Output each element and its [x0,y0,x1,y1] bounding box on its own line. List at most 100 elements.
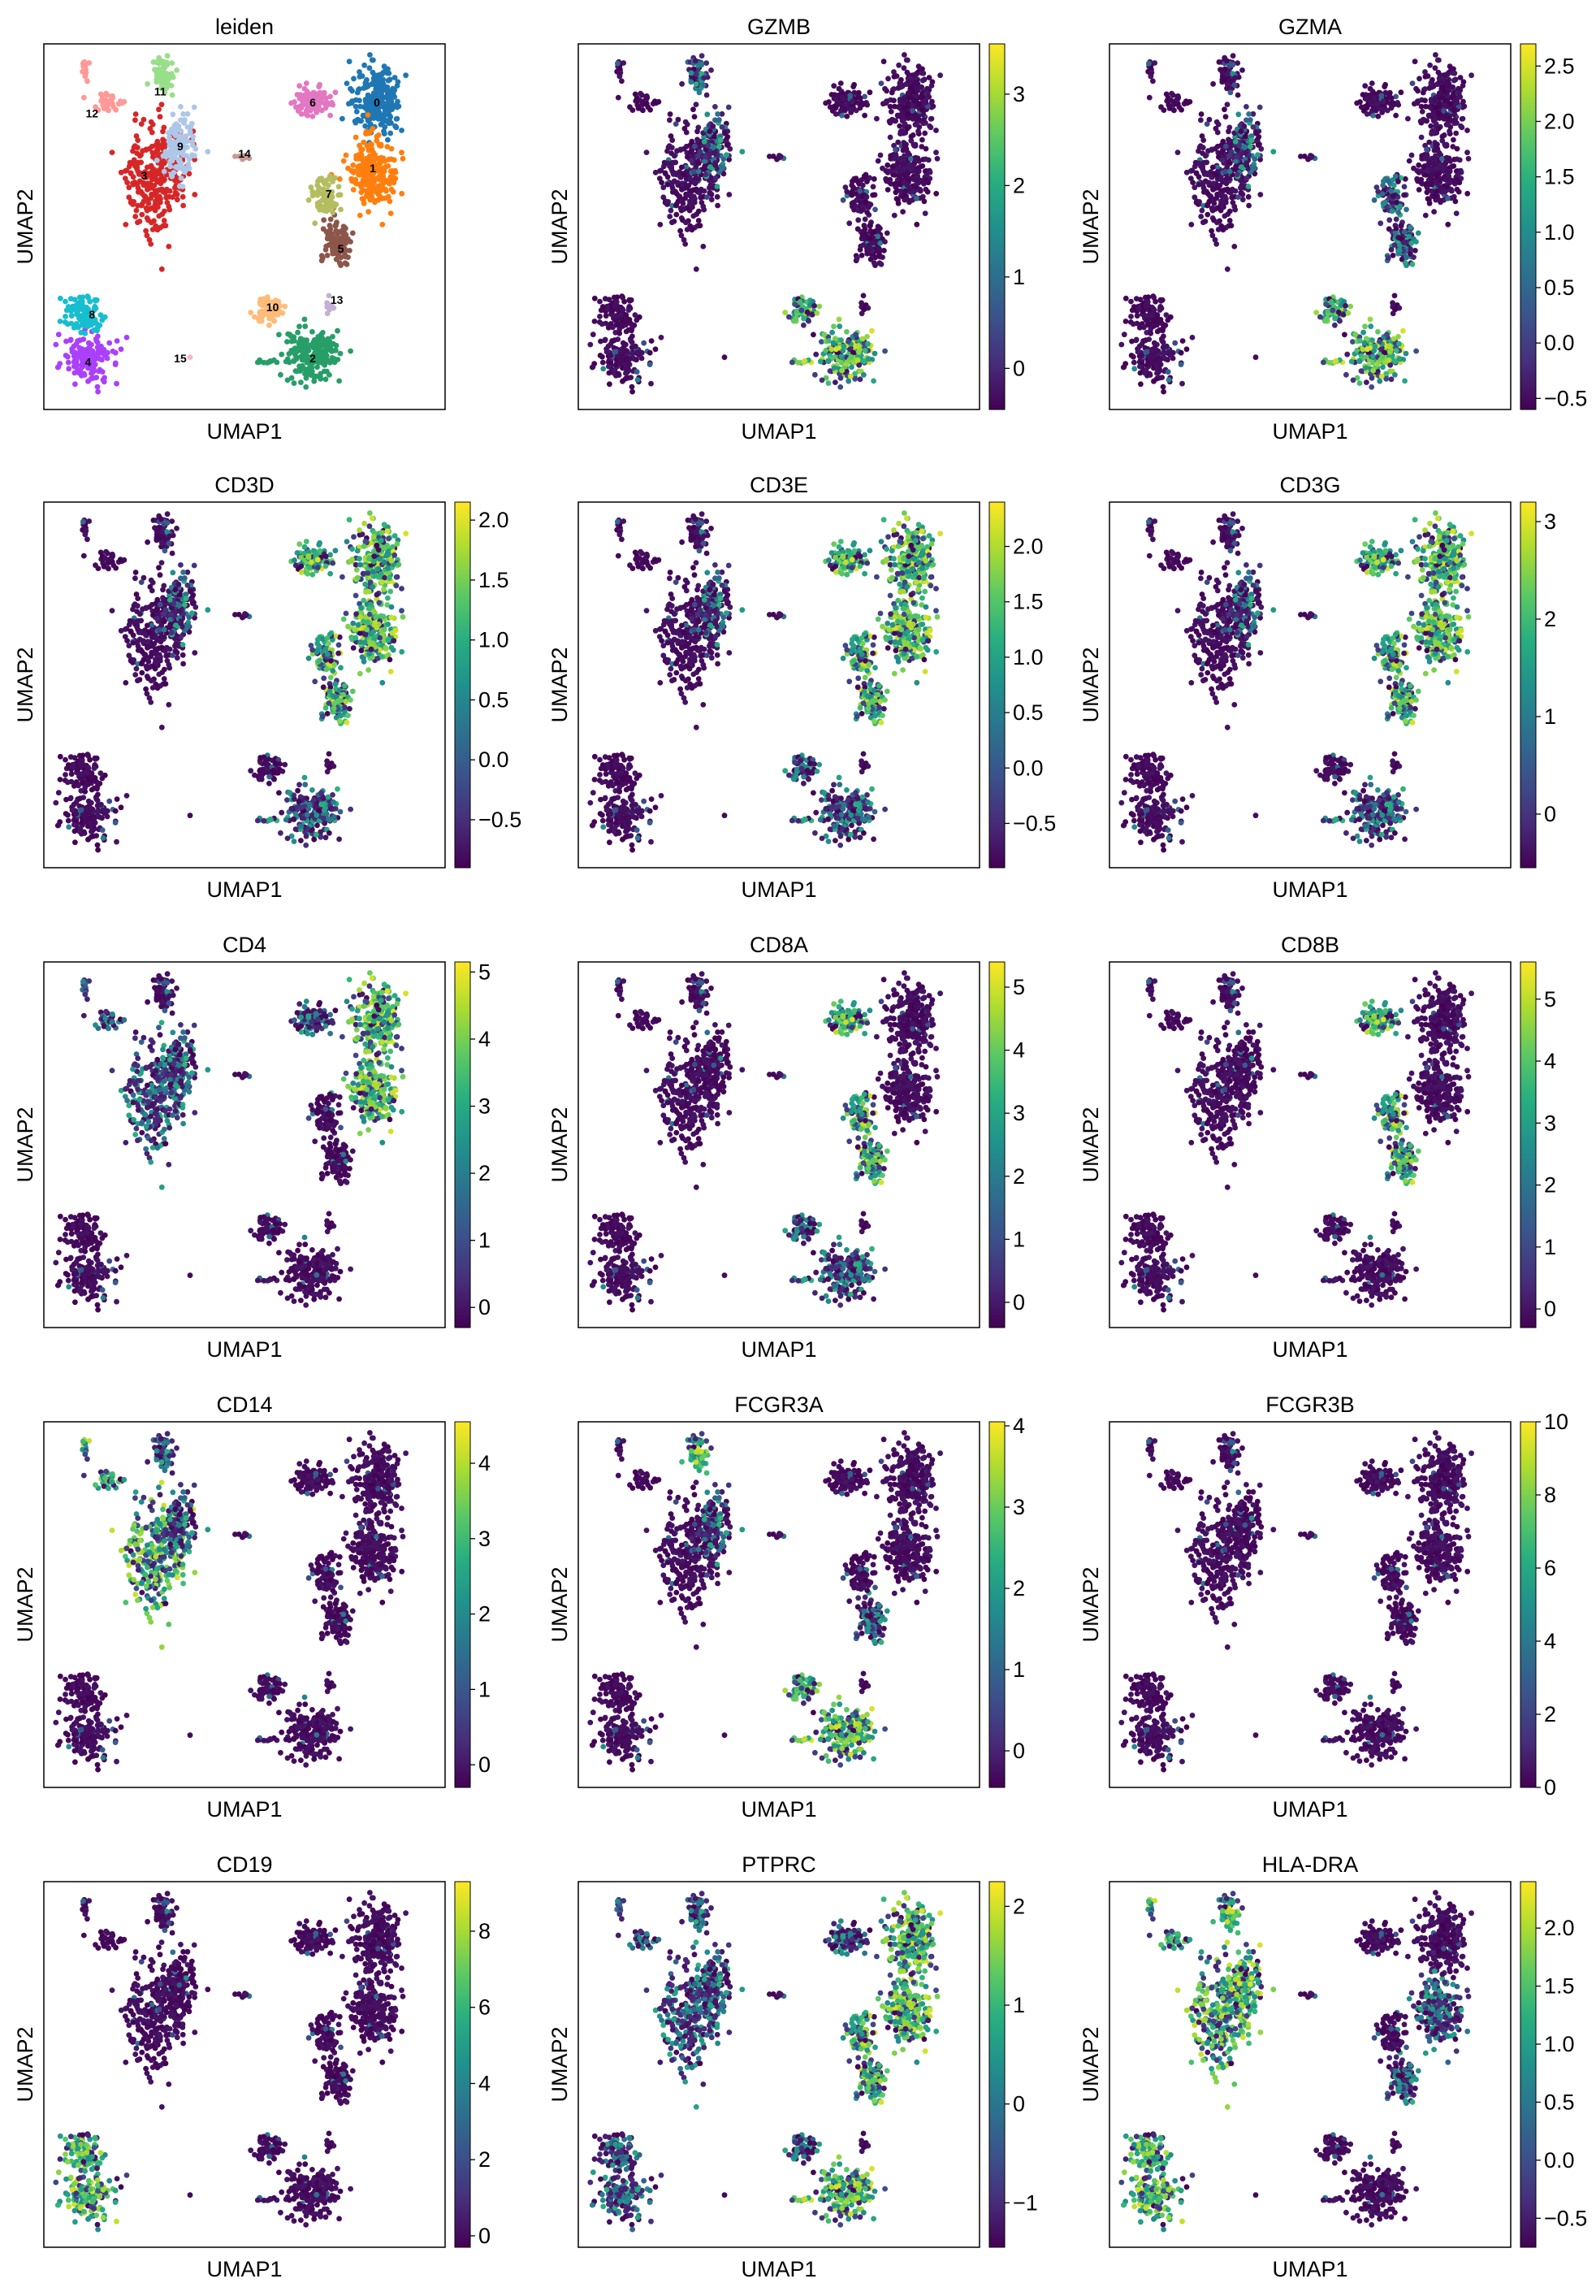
scatter-point [1362,83,1368,89]
scatter-point [1421,117,1426,123]
scatter-point [720,165,726,171]
scatter-point [875,234,880,240]
scatter-point [691,180,697,185]
scatter-point [367,52,373,58]
scatter-point [1432,97,1438,103]
scatter-point [866,204,872,210]
scatter-point [870,193,876,198]
scatter-point [872,260,877,266]
scatter-point [403,72,409,78]
scatter-point [1228,190,1234,196]
scatter-point [327,372,332,378]
x-axis-label: UMAP1 [1272,419,1347,444]
scatter-point [833,97,838,102]
scatter-point [159,71,165,77]
scatter-point [1368,317,1373,323]
scatter-point [53,342,58,348]
scatter-point [587,342,593,348]
scatter-point [693,58,699,63]
scatter-point [156,106,162,112]
scatter-point [1389,376,1395,382]
scatter-point [162,218,167,223]
scatter-point [110,149,115,155]
scatter-point [627,297,633,303]
scatter-point [174,67,179,73]
scatter-point [612,304,618,310]
scatter-point [619,78,625,84]
scatter-point [726,105,732,110]
scatter-point [124,335,130,340]
scatter-point [864,102,870,108]
scatter-point [385,163,391,169]
scatter-point [374,84,379,90]
scatter-point [393,170,399,175]
scatter-point [600,366,606,372]
scatter-point [311,339,317,344]
scatter-point [1159,375,1165,380]
scatter-point [361,140,366,145]
scatter-point [633,312,638,318]
scatter-point [1433,52,1438,58]
scatter-point [291,358,296,364]
scatter-point [856,349,862,355]
scatter-point [818,359,824,365]
y-axis-label: UMAP2 [13,188,37,264]
scatter-point [1386,226,1392,232]
panel-title: leiden [215,15,274,39]
scatter-point [813,352,819,357]
scatter-point [371,150,377,156]
scatter-point [919,94,925,100]
scatter-point [635,377,641,383]
scatter-point [643,102,649,107]
scatter-point [1227,209,1233,214]
scatter-point [897,80,903,86]
scatter-point [1428,181,1434,187]
scatter-point [1419,135,1425,141]
scatter-point [1387,349,1393,355]
scatter-point [896,85,902,91]
scatter-point [1381,98,1386,104]
scatter-point [110,93,115,99]
scatter-point [1431,112,1437,118]
scatter-point [715,111,720,117]
scatter-point [859,208,864,214]
scatter-point [384,70,390,76]
scatter-point [617,361,623,366]
scatter-point [248,310,253,315]
scatter-point [81,95,87,101]
scatter-point [1420,109,1425,115]
scatter-point [122,99,128,105]
scatter-point [1389,96,1395,102]
scatter-point [1444,113,1450,119]
scatter-point [1368,323,1373,329]
scatter-point [1386,357,1392,363]
scatter-point [901,148,906,154]
scatter-point [66,304,71,310]
scatter-point [1413,239,1419,245]
scatter-point [1423,213,1429,219]
scatter-point [1424,156,1429,162]
scatter-point [1464,191,1470,197]
scatter-point [299,346,305,352]
scatter-point [915,155,921,161]
scatter-point [890,164,896,170]
scatter-point [1411,166,1417,171]
scatter-point [1227,160,1233,166]
scatter-point [1231,200,1236,206]
scatter-point [65,354,71,360]
scatter-point [637,97,642,103]
scatter-point [606,344,612,349]
scatter-point [353,177,358,183]
scatter-point [1373,344,1378,349]
scatter-point [322,362,327,368]
scatter-point [848,374,854,379]
scatter-point [653,346,659,352]
scatter-point [382,102,387,107]
scatter-point [599,354,605,360]
scatter-point [1392,242,1398,248]
scatter-point [1161,389,1166,395]
scatter-point [1447,168,1453,174]
scatter-point [332,223,338,229]
scatter-point [80,314,85,319]
scatter-point [697,190,703,196]
